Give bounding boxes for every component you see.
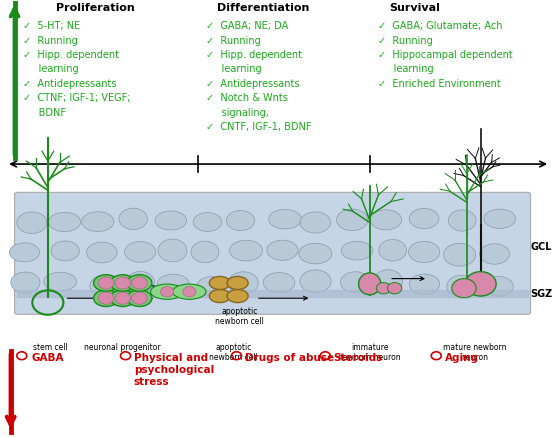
Ellipse shape — [110, 290, 135, 306]
Text: ✓  GABA; NE; DA
✓  Running
✓  Hipp. dependent
     learning
✓  Antidepressants
✓: ✓ GABA; NE; DA ✓ Running ✓ Hipp. depende… — [206, 21, 311, 132]
Text: GABA: GABA — [31, 353, 64, 363]
Text: neuronal progenitor: neuronal progenitor — [84, 343, 161, 352]
Ellipse shape — [17, 212, 47, 233]
Ellipse shape — [82, 212, 114, 232]
Ellipse shape — [11, 272, 40, 293]
Ellipse shape — [87, 242, 117, 263]
Text: immature
newborn neuron: immature newborn neuron — [338, 343, 401, 362]
Ellipse shape — [173, 284, 206, 299]
Text: Steroids: Steroids — [334, 353, 383, 363]
Ellipse shape — [209, 289, 230, 302]
Circle shape — [160, 287, 174, 297]
Circle shape — [452, 279, 476, 298]
Ellipse shape — [226, 211, 254, 231]
Ellipse shape — [150, 284, 184, 299]
Ellipse shape — [49, 212, 80, 232]
Text: mature newborn
neuron: mature newborn neuron — [443, 343, 507, 362]
Circle shape — [465, 272, 496, 296]
FancyBboxPatch shape — [15, 192, 530, 314]
Circle shape — [115, 292, 131, 304]
Text: Aging: Aging — [444, 353, 479, 363]
Ellipse shape — [484, 209, 515, 229]
Ellipse shape — [358, 273, 381, 295]
Text: GCL: GCL — [530, 243, 552, 253]
Ellipse shape — [448, 210, 476, 231]
Ellipse shape — [127, 271, 154, 292]
Ellipse shape — [447, 275, 475, 297]
Ellipse shape — [119, 208, 148, 229]
Text: ✓  GABA; Glutamate; Ach
✓  Running
✓  Hippocampal dependent
     learning
✓  Enr: ✓ GABA; Glutamate; Ach ✓ Running ✓ Hippo… — [378, 21, 513, 89]
Text: Physical and
psychological
stress: Physical and psychological stress — [134, 353, 214, 388]
Text: Proliferation: Proliferation — [56, 3, 135, 13]
Text: apoptotic
newborn cell: apoptotic newborn cell — [215, 307, 264, 326]
Ellipse shape — [409, 208, 439, 229]
Ellipse shape — [227, 289, 248, 302]
Ellipse shape — [94, 290, 119, 306]
Text: Drugs of abuse: Drugs of abuse — [245, 353, 334, 363]
Ellipse shape — [110, 275, 135, 291]
Circle shape — [131, 277, 147, 289]
Ellipse shape — [125, 242, 156, 262]
Ellipse shape — [263, 273, 295, 293]
Circle shape — [98, 277, 114, 289]
Ellipse shape — [299, 243, 332, 264]
Ellipse shape — [227, 277, 248, 289]
Ellipse shape — [267, 240, 298, 260]
Ellipse shape — [44, 272, 77, 291]
Ellipse shape — [94, 275, 119, 291]
Ellipse shape — [443, 243, 476, 266]
Ellipse shape — [341, 241, 373, 260]
Circle shape — [376, 283, 391, 294]
Ellipse shape — [409, 274, 439, 295]
Text: stem cell: stem cell — [33, 343, 68, 352]
Ellipse shape — [127, 290, 152, 306]
Text: apoptotic
newborn cell: apoptotic newborn cell — [209, 343, 258, 362]
Ellipse shape — [191, 241, 219, 263]
Ellipse shape — [10, 243, 40, 262]
Circle shape — [98, 292, 114, 304]
Circle shape — [183, 287, 196, 297]
Ellipse shape — [209, 277, 230, 289]
Ellipse shape — [374, 270, 402, 293]
Ellipse shape — [337, 209, 368, 231]
Text: SGZ: SGZ — [530, 289, 553, 299]
Ellipse shape — [90, 275, 119, 296]
Ellipse shape — [300, 212, 330, 233]
Ellipse shape — [157, 274, 189, 294]
Ellipse shape — [158, 239, 187, 262]
Ellipse shape — [300, 270, 331, 293]
Ellipse shape — [193, 212, 222, 231]
Ellipse shape — [409, 241, 440, 263]
Ellipse shape — [127, 275, 152, 291]
Ellipse shape — [484, 277, 513, 296]
Text: Differentiation: Differentiation — [217, 3, 310, 13]
Ellipse shape — [379, 239, 406, 261]
Ellipse shape — [155, 211, 187, 230]
Ellipse shape — [370, 210, 401, 230]
Ellipse shape — [340, 272, 371, 292]
Circle shape — [387, 283, 402, 294]
Circle shape — [131, 292, 147, 304]
Ellipse shape — [228, 272, 258, 294]
Ellipse shape — [269, 209, 301, 229]
Ellipse shape — [480, 244, 509, 264]
Circle shape — [115, 277, 131, 289]
Ellipse shape — [51, 241, 79, 261]
Ellipse shape — [197, 277, 225, 296]
Text: Survival: Survival — [389, 3, 440, 13]
Ellipse shape — [230, 240, 263, 261]
Text: ✓  5-HT; NE
✓  Running
✓  Hipp. dependent
     learning
✓  Antidepressants
✓  CT: ✓ 5-HT; NE ✓ Running ✓ Hipp. dependent l… — [23, 21, 130, 118]
